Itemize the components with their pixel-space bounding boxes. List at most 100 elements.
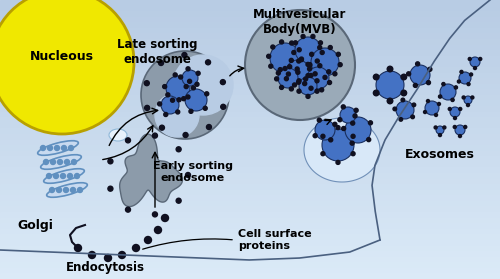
Circle shape <box>0 0 134 134</box>
Circle shape <box>311 48 339 76</box>
Text: Late sorting
endosome: Late sorting endosome <box>117 38 197 66</box>
Circle shape <box>464 126 466 128</box>
Circle shape <box>274 77 278 81</box>
Bar <box>0 78 500 84</box>
Circle shape <box>155 93 199 137</box>
Circle shape <box>412 103 416 107</box>
Circle shape <box>176 147 181 152</box>
Circle shape <box>318 118 322 122</box>
Circle shape <box>173 55 233 115</box>
Circle shape <box>280 85 283 89</box>
Circle shape <box>302 81 306 86</box>
Circle shape <box>300 57 304 61</box>
Circle shape <box>270 43 300 73</box>
Circle shape <box>62 146 66 150</box>
Circle shape <box>166 76 190 100</box>
Circle shape <box>310 52 314 56</box>
Circle shape <box>321 134 325 138</box>
Circle shape <box>245 10 355 120</box>
Circle shape <box>399 117 402 121</box>
Circle shape <box>467 83 470 86</box>
Circle shape <box>44 160 49 165</box>
Circle shape <box>220 80 226 85</box>
Circle shape <box>292 50 296 54</box>
Circle shape <box>154 227 162 234</box>
Circle shape <box>458 134 462 138</box>
Circle shape <box>336 160 340 164</box>
Circle shape <box>340 107 356 123</box>
Bar <box>0 156 500 162</box>
Bar <box>0 50 500 56</box>
Circle shape <box>350 141 354 145</box>
Bar <box>0 39 500 45</box>
Circle shape <box>350 121 354 125</box>
Circle shape <box>454 126 456 128</box>
Bar <box>0 33 500 39</box>
Circle shape <box>144 81 150 86</box>
Circle shape <box>290 41 294 45</box>
Bar <box>0 95 500 100</box>
Circle shape <box>436 126 444 134</box>
Circle shape <box>271 45 275 49</box>
Circle shape <box>393 107 396 111</box>
Ellipse shape <box>40 155 82 169</box>
Circle shape <box>152 133 158 138</box>
Bar <box>0 11 500 17</box>
Bar <box>0 201 500 206</box>
Circle shape <box>307 67 329 89</box>
Circle shape <box>158 102 162 106</box>
Circle shape <box>406 72 410 76</box>
Circle shape <box>278 68 298 88</box>
Bar <box>0 123 500 128</box>
Bar <box>0 45 500 50</box>
Bar <box>0 167 500 173</box>
Circle shape <box>426 81 430 85</box>
Text: Endocytosis: Endocytosis <box>66 261 144 275</box>
Circle shape <box>308 63 312 67</box>
Circle shape <box>450 107 460 117</box>
Polygon shape <box>304 118 380 182</box>
Bar <box>0 195 500 201</box>
Circle shape <box>296 59 300 63</box>
Circle shape <box>474 67 476 69</box>
Circle shape <box>74 244 82 251</box>
Bar <box>0 151 500 156</box>
Circle shape <box>186 172 190 177</box>
Circle shape <box>160 125 164 130</box>
Circle shape <box>182 97 186 101</box>
Circle shape <box>186 67 190 71</box>
Circle shape <box>308 63 312 67</box>
Circle shape <box>401 98 404 102</box>
Circle shape <box>309 86 313 90</box>
Circle shape <box>300 58 304 62</box>
Circle shape <box>411 115 414 119</box>
Bar <box>0 251 500 257</box>
Circle shape <box>64 160 70 165</box>
Circle shape <box>354 108 358 112</box>
Circle shape <box>158 61 164 66</box>
Circle shape <box>195 82 199 86</box>
Circle shape <box>164 112 168 117</box>
Circle shape <box>166 93 170 97</box>
Bar <box>0 56 500 61</box>
Circle shape <box>401 74 406 80</box>
Circle shape <box>466 104 469 107</box>
Circle shape <box>442 83 445 86</box>
Circle shape <box>443 126 446 129</box>
Bar <box>0 28 500 33</box>
Bar <box>0 22 500 28</box>
Circle shape <box>470 57 480 67</box>
Circle shape <box>374 74 379 80</box>
Circle shape <box>286 60 310 84</box>
Circle shape <box>387 66 393 72</box>
Circle shape <box>186 95 190 99</box>
Circle shape <box>428 67 432 71</box>
Bar <box>0 257 500 262</box>
Circle shape <box>296 80 300 84</box>
Circle shape <box>266 54 270 58</box>
Circle shape <box>220 104 226 109</box>
Circle shape <box>206 124 212 129</box>
Circle shape <box>162 215 168 222</box>
Circle shape <box>288 65 292 69</box>
Bar <box>0 6 500 11</box>
